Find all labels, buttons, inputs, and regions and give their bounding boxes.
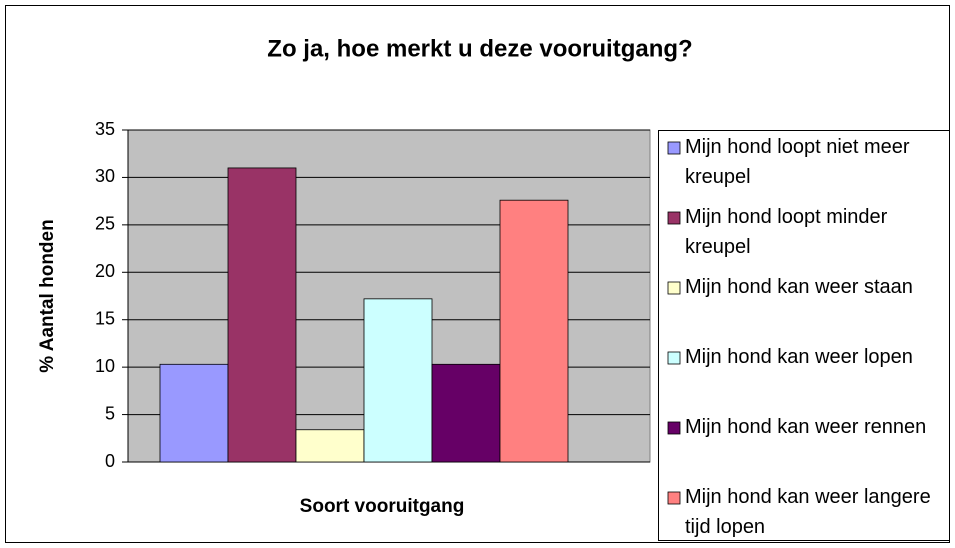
legend-box <box>658 130 950 541</box>
legend-swatch <box>667 351 681 365</box>
bar <box>295 429 365 463</box>
bar <box>159 363 229 463</box>
bar <box>227 167 297 463</box>
legend-swatch <box>667 211 681 225</box>
y-axis-label: % Aantal honden <box>37 219 58 372</box>
x-axis-label: Soort vooruitgang <box>300 496 465 517</box>
bar <box>499 199 569 463</box>
legend-swatch <box>667 421 681 435</box>
y-tick-label: 15 <box>95 308 115 328</box>
y-tick-label: 10 <box>95 356 115 376</box>
legend-swatch <box>667 491 681 505</box>
legend-swatch <box>667 141 681 155</box>
bar <box>363 298 433 463</box>
legend-label: Mijn hond kan weer lopen <box>685 346 913 368</box>
legend-label: Mijn hond kan weer staan <box>685 276 913 298</box>
y-tick-label: 5 <box>105 403 115 423</box>
legend-label: Mijn hond kan weer rennen <box>685 416 926 438</box>
y-tick-label: 20 <box>95 261 115 281</box>
y-tick-label: 35 <box>95 119 115 139</box>
y-tick-label: 25 <box>95 214 115 234</box>
legend-label: Mijn hond kan weer langere tijd lopen <box>685 486 936 538</box>
y-tick-label: 30 <box>95 166 115 186</box>
bar <box>431 363 501 463</box>
chart-title: Zo ja, hoe merkt u deze vooruitgang? <box>267 35 692 62</box>
legend-label: Mijn hond loopt minder kreupel <box>685 206 893 258</box>
y-tick-label: 0 <box>105 451 115 471</box>
legend-label: Mijn hond loopt niet meer kreupel <box>685 136 915 188</box>
legend-swatch <box>667 281 681 295</box>
